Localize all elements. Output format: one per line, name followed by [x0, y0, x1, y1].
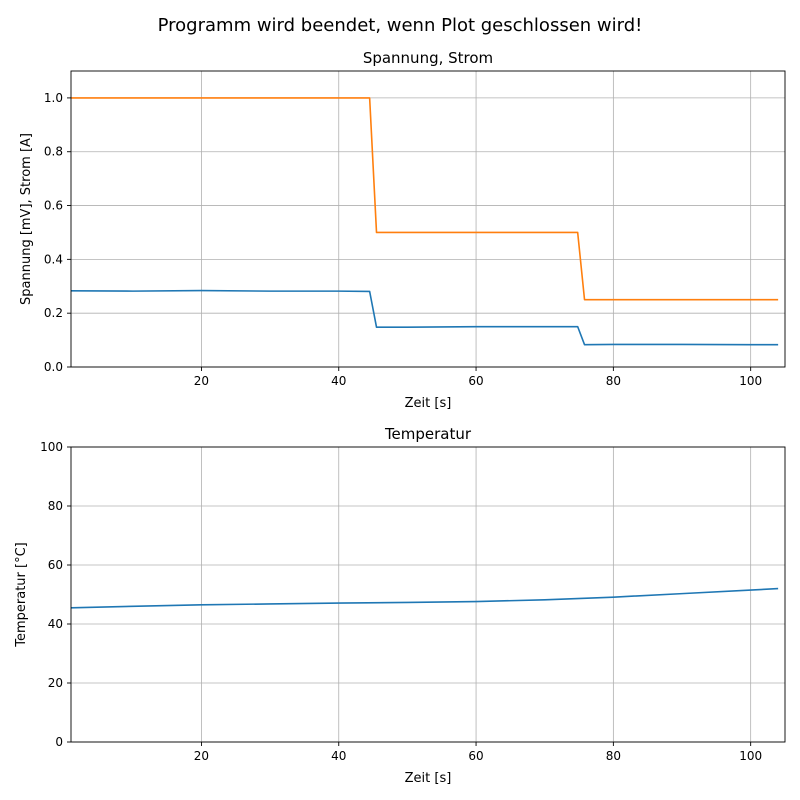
- y-tick-label: 0.0: [44, 360, 63, 374]
- y-tick-label: 60: [48, 558, 63, 572]
- x-tick-label: 20: [194, 374, 209, 388]
- chart-title: Temperatur: [384, 425, 472, 443]
- y-tick-label: 0: [55, 735, 63, 749]
- y-tick-label: 0.8: [44, 145, 63, 159]
- y-axis-label: Spannung [mV], Strom [A]: [19, 133, 34, 305]
- x-tick-label: 40: [331, 374, 346, 388]
- axes-frame: [70, 70, 786, 368]
- y-tick-label: 0.2: [44, 306, 63, 320]
- x-tick-label: 80: [606, 374, 621, 388]
- x-axis-label: Zeit [s]: [405, 396, 452, 411]
- y-tick-label: 40: [48, 617, 63, 631]
- y-tick-label: 20: [48, 676, 63, 690]
- x-tick-label: 20: [194, 749, 209, 763]
- y-tick-label: 80: [48, 499, 63, 513]
- figure-suptitle: Programm wird beendet, wenn Plot geschlo…: [158, 15, 643, 36]
- y-axis-label: Temperatur [°C]: [14, 542, 29, 648]
- chart-spannung-strom: 20 40 60 80 100 0.0 0.2 0.4 0.6 0.8 1.0 Spannung, S…: [19, 49, 786, 411]
- x-tick-label: 100: [739, 749, 762, 763]
- x-tick-label: 80: [606, 749, 621, 763]
- chart-title: Spannung, Strom: [363, 49, 493, 67]
- x-axis-label: Zeit [s]: [405, 771, 452, 786]
- chart-temperatur: 20 40 60 80 100 0 20 40 60 80 100 Temperatur Zeit [s…: [14, 425, 786, 786]
- y-tick-label: 0.6: [44, 199, 63, 213]
- series-line-0: [71, 587, 779, 609]
- series-line-1: [71, 97, 779, 301]
- x-tick-label: 40: [331, 749, 346, 763]
- x-tick-label: 60: [468, 374, 483, 388]
- x-tick-label: 60: [468, 749, 483, 763]
- y-tick-label: 1.0: [44, 91, 63, 105]
- y-tick-label: 0.4: [44, 252, 63, 266]
- x-tick-label: 100: [739, 374, 762, 388]
- y-tick-label: 100: [40, 440, 63, 454]
- series-line-0: [71, 289, 779, 346]
- axes-frame: [70, 446, 786, 743]
